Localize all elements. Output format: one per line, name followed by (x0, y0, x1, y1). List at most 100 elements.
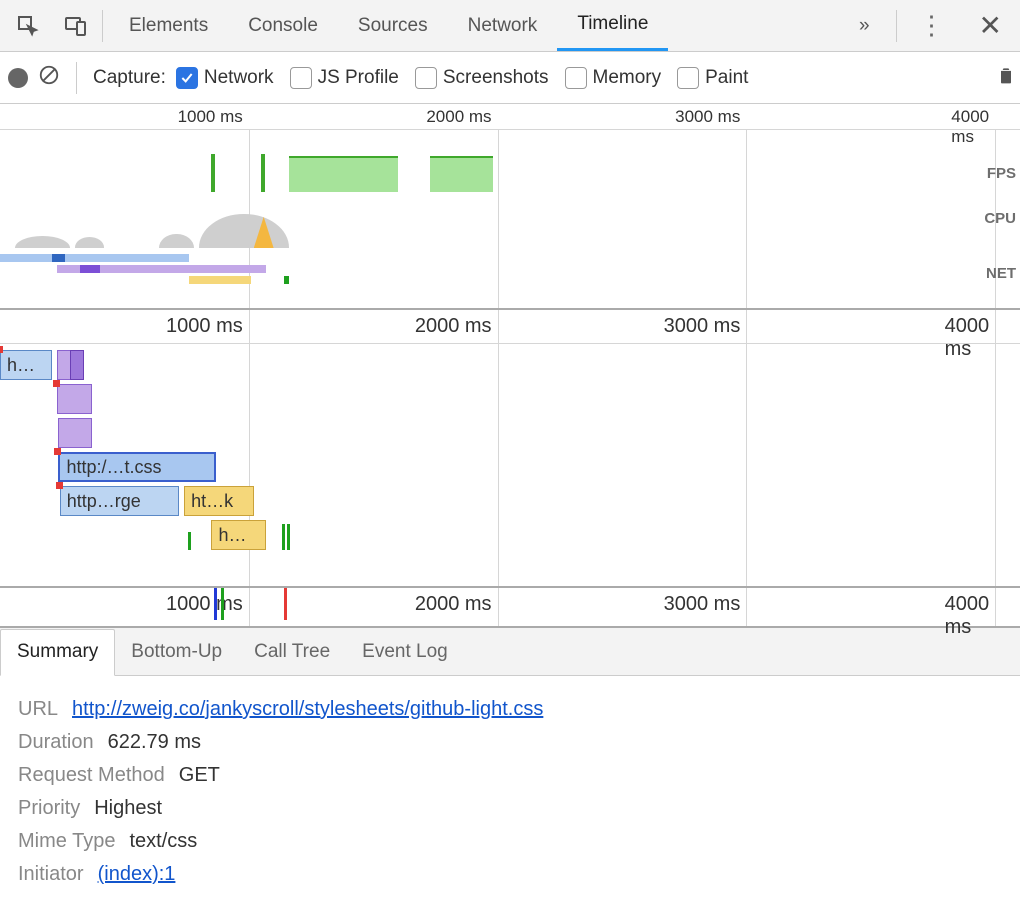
checkbox-icon[interactable] (415, 67, 437, 89)
tick-label: 1000 ms (166, 315, 249, 338)
capture-option-memory[interactable]: Memory (565, 67, 662, 89)
detail-mime-label: Mime Type (18, 830, 115, 853)
capture-option-label: Screenshots (443, 67, 549, 89)
tick-label: 1000 ms (166, 593, 249, 616)
gridline (746, 310, 747, 586)
flame-ruler-wrap: 1000 ms2000 ms3000 ms4000 ms (0, 588, 1020, 628)
detail-pane: SummaryBottom-UpCall TreeEvent Log URL ht… (0, 628, 1020, 908)
capture-option-js-profile[interactable]: JS Profile (290, 67, 399, 89)
detail-duration-value: 622.79 ms (108, 731, 201, 754)
tabs-overflow[interactable]: » (839, 0, 890, 51)
main-tabs: ElementsConsoleSourcesNetworkTimeline (109, 0, 839, 51)
timeline-marker (221, 588, 224, 620)
capture-option-label: Memory (593, 67, 662, 89)
detail-mime-value: text/css (129, 830, 197, 853)
tick-label: 4000 ms (945, 315, 996, 361)
tick-label: 3000 ms (664, 593, 747, 616)
capture-option-network[interactable]: Network (176, 67, 274, 89)
cpu-area (199, 214, 289, 248)
tab-elements[interactable]: Elements (109, 0, 228, 51)
request-bar[interactable]: http…rge (60, 486, 179, 516)
checkbox-icon[interactable] (290, 67, 312, 89)
lane-label-net: NET (986, 265, 1016, 282)
inspect-icon[interactable] (8, 6, 48, 46)
request-bar[interactable] (57, 384, 92, 414)
cpu-area (15, 236, 70, 248)
finish-marker (188, 532, 191, 550)
kebab-menu-icon[interactable]: ⋮ (903, 10, 961, 41)
overview-net-bar (52, 254, 64, 262)
capture-option-label: JS Profile (318, 67, 399, 89)
tick-label: 1000 ms (178, 107, 249, 127)
detail-method-label: Request Method (18, 764, 165, 787)
request-bar[interactable]: ht…k (184, 486, 254, 516)
lane-label-cpu: CPU (984, 210, 1016, 227)
tick-label: 2000 ms (415, 593, 498, 616)
fps-bar (211, 154, 215, 192)
detail-url-link[interactable]: http://zweig.co/jankyscroll/stylesheets/… (72, 698, 543, 721)
checkbox-icon[interactable] (176, 67, 198, 89)
finish-marker (282, 524, 285, 550)
cpu-area (75, 237, 105, 248)
detail-tab-call-tree[interactable]: Call Tree (238, 628, 346, 675)
capture-option-label: Network (204, 67, 274, 89)
waterfall-ruler[interactable]: 1000 ms2000 ms3000 ms4000 ms (0, 310, 1020, 344)
tick-label: 3000 ms (664, 315, 747, 338)
request-bar[interactable]: h… (0, 350, 52, 380)
checkbox-icon[interactable] (565, 67, 587, 89)
request-bar[interactable] (58, 418, 92, 448)
detail-tabs: SummaryBottom-UpCall TreeEvent Log (0, 628, 1020, 676)
detail-initiator-label: Initiator (18, 863, 84, 886)
tab-console[interactable]: Console (228, 0, 338, 51)
tick-label: 3000 ms (675, 107, 746, 127)
timeline-marker (214, 588, 217, 620)
tick-label: 2000 ms (426, 107, 497, 127)
detail-duration-label: Duration (18, 731, 94, 754)
detail-method-value: GET (179, 764, 220, 787)
checkbox-icon[interactable] (677, 67, 699, 89)
gridline (746, 588, 747, 626)
clear-icon[interactable] (38, 64, 60, 92)
fps-bar (261, 154, 265, 192)
device-icon[interactable] (56, 6, 96, 46)
overview-net-bar (189, 276, 251, 284)
separator (102, 10, 103, 42)
gridline (498, 588, 499, 626)
timeline-marker (284, 588, 287, 620)
record-button[interactable] (8, 68, 28, 88)
detail-initiator-link[interactable]: (index):1 (98, 863, 176, 886)
request-bar[interactable] (70, 350, 84, 380)
close-icon[interactable]: ✕ (961, 9, 1020, 42)
fps-bar (430, 156, 492, 192)
capture-option-paint[interactable]: Paint (677, 67, 748, 89)
capture-option-screenshots[interactable]: Screenshots (415, 67, 549, 89)
overview-net-bar (0, 254, 189, 262)
cpu-area (159, 234, 194, 248)
request-bar[interactable]: h… (211, 520, 266, 550)
overview-net-bar (80, 265, 100, 273)
tab-sources[interactable]: Sources (338, 0, 448, 51)
fps-bar (289, 156, 398, 192)
gridline (746, 130, 747, 308)
tab-network[interactable]: Network (448, 0, 558, 51)
priority-marker (53, 380, 60, 387)
detail-url-label: URL (18, 698, 58, 721)
overview-pane[interactable]: FPSCPUNET (0, 130, 1020, 310)
detail-priority-value: Highest (94, 797, 162, 820)
capture-label: Capture: (93, 67, 166, 89)
detail-tab-bottom-up[interactable]: Bottom-Up (115, 628, 238, 675)
request-bar[interactable]: http:/…t.css (58, 452, 216, 482)
overview-ruler[interactable]: 1000 ms2000 ms3000 ms4000 ms (0, 104, 1020, 130)
overview-net-bar (284, 276, 289, 284)
trash-icon[interactable] (996, 64, 1016, 92)
separator (896, 10, 897, 42)
network-waterfall[interactable]: 1000 ms2000 ms3000 ms4000 ms h… http:/…t.… (0, 310, 1020, 588)
detail-tab-summary[interactable]: Summary (0, 629, 115, 676)
capture-option-label: Paint (705, 67, 748, 89)
flame-ruler[interactable]: 1000 ms2000 ms3000 ms4000 ms (0, 588, 1020, 622)
tab-timeline[interactable]: Timeline (557, 0, 668, 51)
separator (76, 62, 77, 94)
priority-marker (56, 482, 63, 489)
detail-tab-event-log[interactable]: Event Log (346, 628, 464, 675)
detail-body: URL http://zweig.co/jankyscroll/styleshee… (0, 676, 1020, 908)
